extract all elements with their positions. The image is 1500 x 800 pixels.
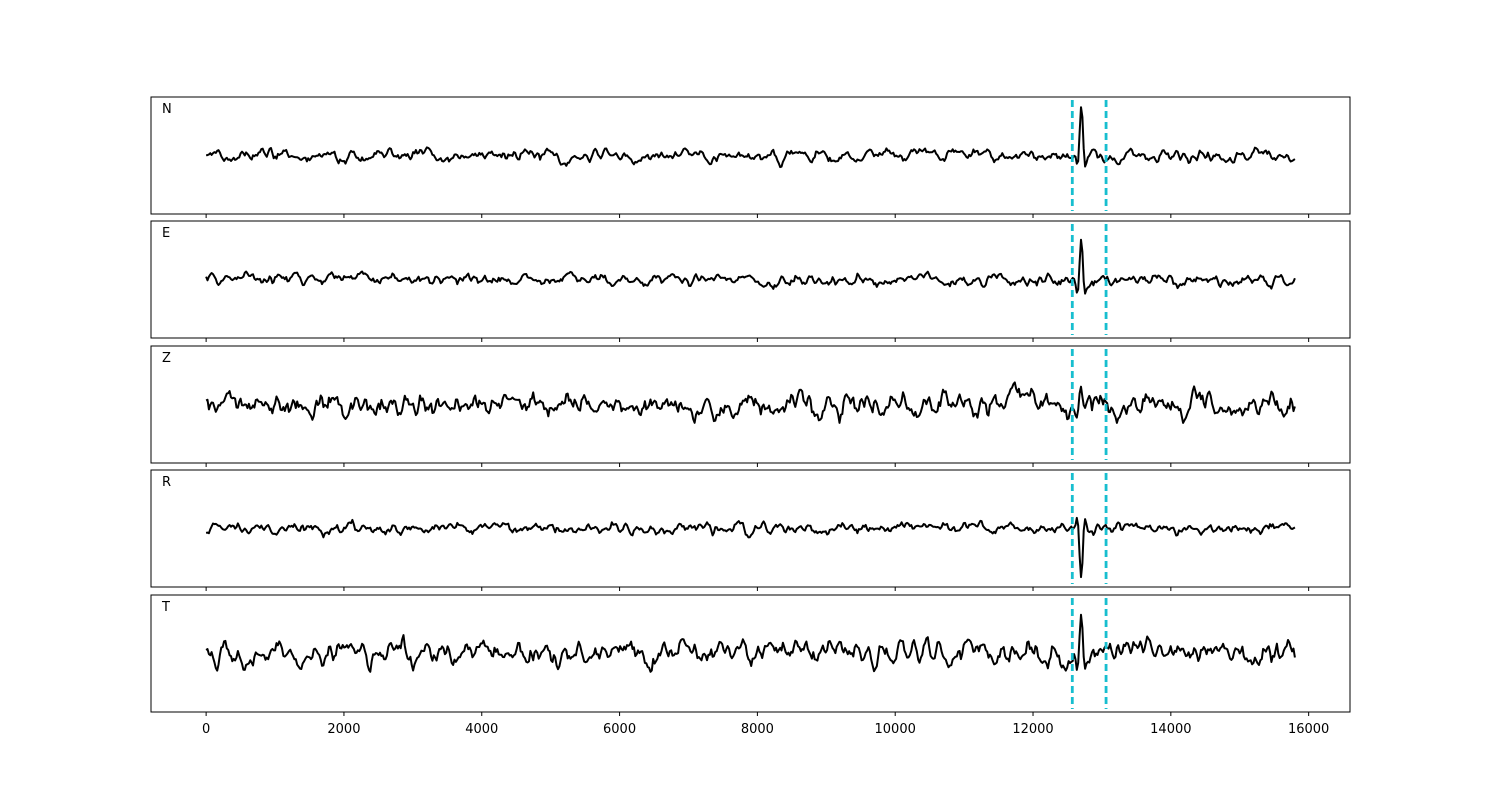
waveform-n [205,106,1296,169]
waveform-r [205,516,1296,579]
x-tick-label: 8000 [741,722,774,737]
waveform-t [205,613,1296,673]
x-tick-label: 6000 [603,722,636,737]
x-tick-label: 14000 [1150,722,1191,737]
panels-group: N E Z R T [150,96,1351,716]
panel-frame [150,345,1351,464]
x-tick-label: 2000 [327,722,360,737]
x-tick-label: 0 [202,722,210,737]
panel-z: Z [150,345,1351,467]
panel-n: N [150,96,1351,218]
panel-frame [150,469,1351,588]
panel-frame [150,96,1351,215]
panel-frame [150,220,1351,339]
panel-label-r: R [162,475,171,490]
x-tick-label: 4000 [465,722,498,737]
x-tick-label: 10000 [875,722,916,737]
panel-frame [150,594,1351,713]
panel-e: E [150,220,1351,342]
x-axis: 0 2000 4000 6000 8000 10000 12000 14000 16000 [202,722,1329,737]
panel-label-t: T [161,600,170,615]
panel-r: R [150,469,1351,591]
panel-label-z: Z [162,351,171,366]
panel-label-n: N [162,102,172,117]
panel-t: T [150,594,1351,716]
x-tick-label: 12000 [1012,722,1053,737]
waveform-e [205,238,1296,295]
x-tick-label: 16000 [1288,722,1329,737]
waveform-z [205,381,1296,424]
panel-label-e: E [162,226,170,241]
